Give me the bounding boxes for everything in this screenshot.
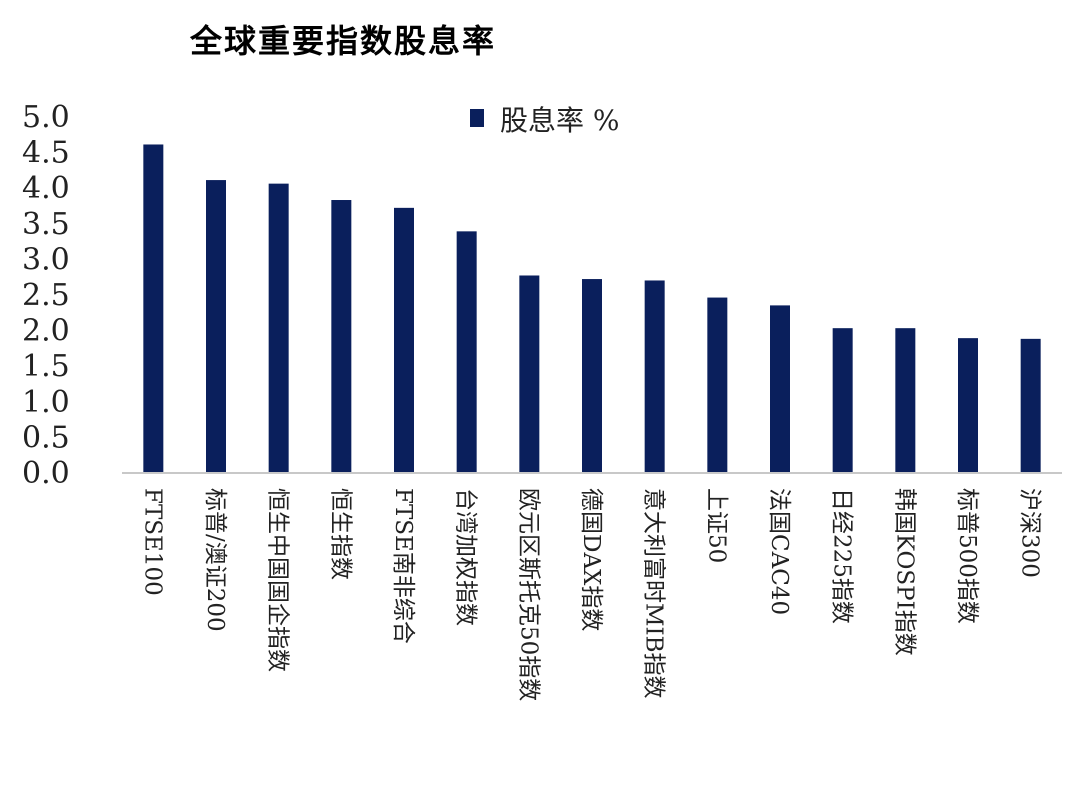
legend: 股息率 % xyxy=(470,104,620,137)
y-tick-label: 4.0 xyxy=(22,171,70,206)
y-tick-label: 0.0 xyxy=(22,456,70,491)
x-tick-label: 恒生中国国企指数 xyxy=(265,488,291,672)
y-tick-label: 5.0 xyxy=(22,100,70,135)
x-tick-label: 法国CAC40 xyxy=(766,488,792,615)
bar xyxy=(582,279,602,472)
x-tick-label: 德国DAX指数 xyxy=(578,488,604,631)
bar xyxy=(958,338,978,472)
bar xyxy=(895,328,916,472)
legend-swatch xyxy=(470,109,484,127)
bar xyxy=(519,275,540,472)
bar xyxy=(1020,338,1041,472)
chart-title: 全球重要指数股息率 xyxy=(190,22,497,60)
x-tick-label: 标普/澳证200 xyxy=(202,488,228,632)
x-tick-label: 欧元区斯托克50指数 xyxy=(515,488,541,701)
y-tick-label: 2.5 xyxy=(22,278,70,313)
bar xyxy=(206,180,226,472)
y-tick-label: 0.5 xyxy=(22,420,70,455)
x-tick-label: 韩国KOSPI指数 xyxy=(891,488,917,656)
bar xyxy=(644,280,665,472)
y-tick-label: 3.0 xyxy=(22,242,70,277)
y-tick-label: 1.0 xyxy=(22,385,70,420)
legend-label: 股息率 % xyxy=(500,104,620,137)
x-tick-label: 恒生指数 xyxy=(327,488,353,580)
y-tick-label: 2.0 xyxy=(22,314,70,349)
x-tick-label: 意大利富时MIB指数 xyxy=(641,488,667,699)
x-tick-label: 台湾加权指数 xyxy=(453,488,479,626)
bar xyxy=(268,183,289,472)
x-tick-label: 上证50 xyxy=(703,488,729,563)
bar xyxy=(707,297,728,472)
x-axis: FTSE100 标普/澳证200 恒生中国国企指数 恒生指数 FTSE南非综合 台湾加权指… xyxy=(139,488,1042,701)
bar xyxy=(394,207,414,472)
bar xyxy=(456,231,477,472)
x-tick-label: FTSE南非综合 xyxy=(390,488,416,644)
y-axis: 0.00.51.01.52.02.53.03.54.04.55.0 xyxy=(22,100,70,491)
bar xyxy=(143,144,164,473)
y-tick-label: 3.5 xyxy=(22,207,70,242)
bar xyxy=(770,305,790,472)
x-tick-label: FTSE100 xyxy=(139,488,165,596)
x-tick-label: 日经225指数 xyxy=(829,488,855,624)
y-tick-label: 4.5 xyxy=(22,136,70,171)
bar xyxy=(832,328,853,472)
bar xyxy=(331,200,352,473)
x-tick-label: 标普500指数 xyxy=(954,488,980,624)
y-tick-label: 1.5 xyxy=(22,349,70,384)
x-tick-label: 沪深300 xyxy=(1017,488,1043,578)
bars xyxy=(143,144,1041,473)
